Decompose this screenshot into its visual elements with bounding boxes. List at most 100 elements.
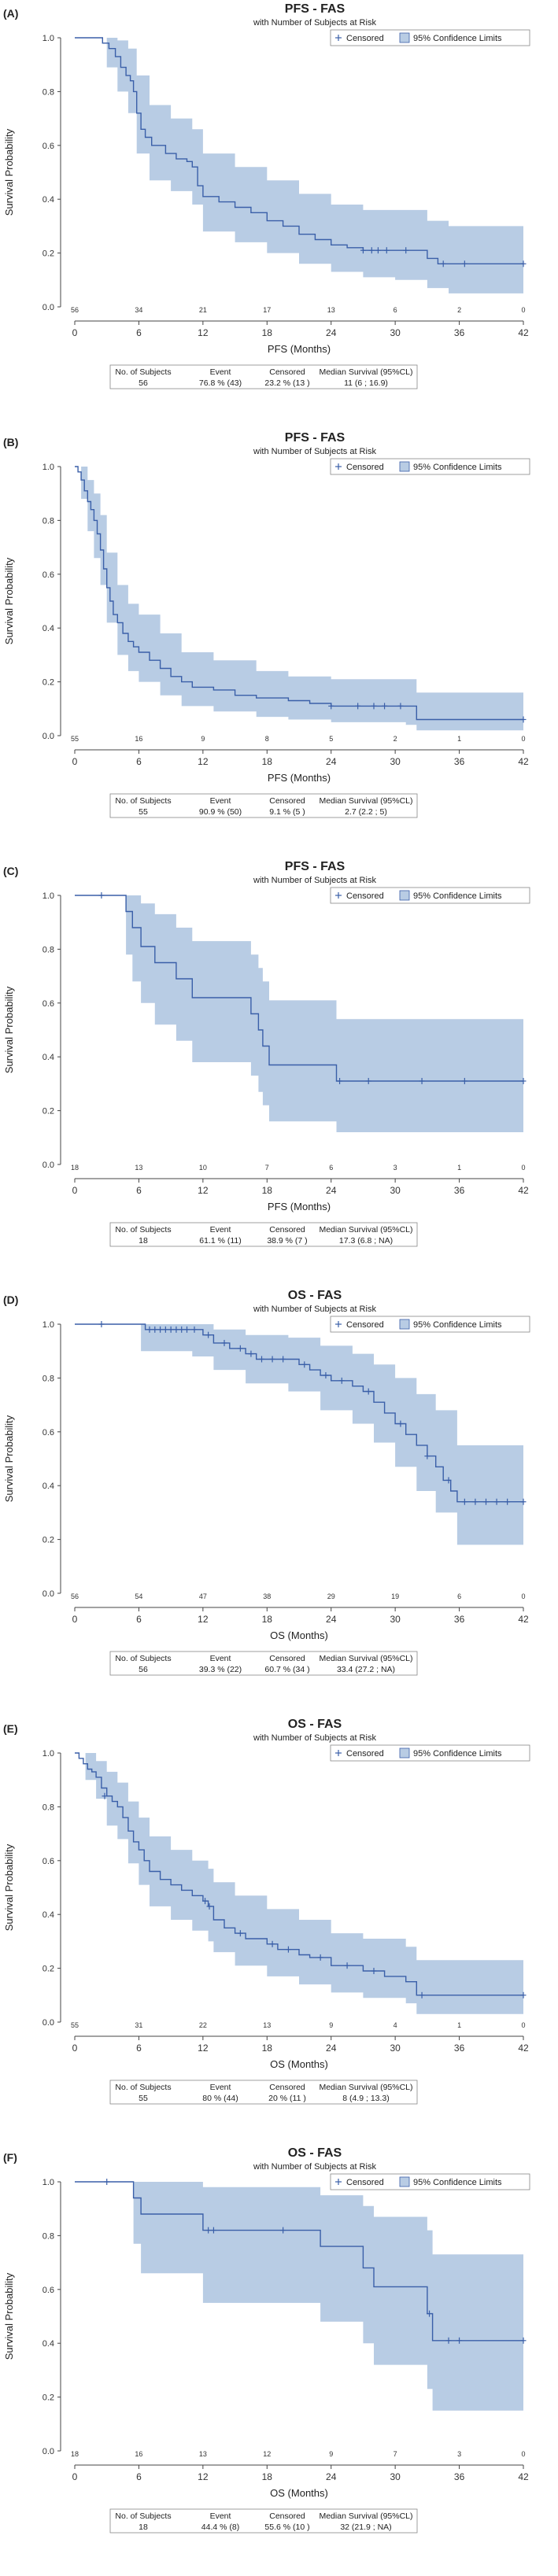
y-tick-label: 0.2 (42, 1536, 54, 1545)
x-axis-label: OS (Months) (270, 1629, 328, 1641)
y-axis-label: Survival Probability (3, 2272, 15, 2360)
censored-mark (248, 1350, 254, 1357)
summary-header: No. of Subjects (115, 796, 171, 806)
x-tick-label: 24 (326, 2471, 337, 2482)
y-tick-label: 0.8 (42, 87, 54, 97)
y-tick-label: 0.0 (42, 303, 54, 312)
summary-header: Censored (269, 796, 305, 806)
censored-mark (337, 1077, 343, 1084)
y-tick-label: 0.4 (42, 2339, 54, 2349)
summary-value: 18 (139, 1236, 148, 1246)
censored-mark (520, 2337, 527, 2344)
x-tick-label: 24 (326, 2043, 337, 2054)
censored-mark (403, 247, 409, 254)
censored-mark (520, 1077, 527, 1084)
chart-panel: (A) PFS - FAS with Number of Subjects at R… (3, 2, 530, 389)
x-tick-label: 6 (136, 2043, 142, 2054)
summary-value: 56 (139, 378, 148, 388)
censored-mark (328, 703, 334, 710)
censored-mark (259, 1356, 264, 1363)
summary-header: Event (210, 2511, 231, 2521)
at-risk-count: 10 (199, 1164, 207, 1172)
censored-mark (461, 260, 467, 268)
censored-mark (483, 1498, 489, 1505)
y-tick-label: 1.0 (42, 34, 54, 43)
legend-censored-label: Censored (346, 2178, 384, 2187)
at-risk-count: 13 (263, 2021, 271, 2029)
x-tick-label: 18 (262, 2471, 273, 2482)
at-risk-count: 22 (199, 2021, 207, 2029)
censored-mark (206, 1902, 212, 1910)
y-tick-label: 0.4 (42, 1482, 54, 1491)
at-risk-count: 12 (263, 2450, 271, 2458)
summary-value: 33.4 (27.2 ; NA) (337, 1665, 395, 1674)
summary-value: 76.8 % (43) (199, 378, 242, 388)
chart-title: OS - FAS (288, 2146, 342, 2160)
censored-mark (360, 247, 366, 254)
chart-subtitle: with Number of Subjects at Risk (253, 447, 376, 456)
at-risk-count: 1 (457, 735, 461, 743)
survival-curve (75, 895, 523, 1082)
censored-mark (520, 1498, 527, 1505)
censored-mark (472, 1498, 479, 1505)
x-tick-label: 30 (390, 756, 401, 767)
y-tick-label: 1.0 (42, 2178, 54, 2187)
at-risk-count: 0 (521, 1164, 525, 1172)
summary-value: 55 (139, 807, 148, 817)
at-risk-count: 9 (329, 2450, 333, 2458)
y-tick-label: 0.4 (42, 195, 54, 205)
at-risk-count: 18 (71, 2450, 79, 2458)
y-tick-label: 1.0 (42, 463, 54, 472)
confidence-band (75, 1324, 523, 1545)
panel-label: (C) (3, 865, 18, 877)
at-risk-count: 6 (457, 1592, 461, 1600)
censored-mark (237, 1345, 243, 1352)
at-risk-count: 7 (265, 1164, 269, 1172)
x-tick-label: 0 (72, 756, 78, 767)
censored-mark (419, 1077, 425, 1084)
censored-mark (184, 1326, 190, 1333)
censored-mark (375, 247, 381, 254)
censored-mark (419, 1991, 425, 1998)
censored-mark (323, 1371, 329, 1378)
at-risk-count: 2 (457, 306, 461, 314)
legend-ci-swatch (399, 890, 410, 901)
at-risk-count: 21 (199, 306, 207, 314)
y-tick-label: 0.6 (42, 142, 54, 151)
summary-header: No. of Subjects (115, 367, 171, 377)
legend-ci-swatch (399, 1747, 410, 1759)
censored-mark (397, 703, 404, 710)
censored-mark (397, 1420, 404, 1427)
censored-mark (445, 2337, 452, 2344)
summary-header: Censored (269, 1654, 305, 1663)
x-tick-label: 36 (454, 2471, 465, 2482)
y-tick-label: 0.8 (42, 1374, 54, 1383)
at-risk-count: 31 (135, 2021, 142, 2029)
chart-panel: (C) PFS - FAS with Number of Subjects at R… (3, 860, 530, 1247)
summary-header: Median Survival (95%CL) (319, 367, 412, 377)
x-tick-label: 18 (262, 756, 273, 767)
y-tick-label: 0.6 (42, 2286, 54, 2295)
censored-mark (157, 1326, 164, 1333)
x-tick-label: 24 (326, 756, 337, 767)
at-risk-count: 34 (135, 306, 142, 314)
x-tick-label: 36 (454, 1614, 465, 1625)
summary-header: No. of Subjects (115, 1654, 171, 1663)
legend-ci-label: 95% Confidence Limits (413, 1320, 502, 1330)
x-tick-label: 0 (72, 2043, 78, 2054)
legend-ci-label: 95% Confidence Limits (413, 891, 502, 901)
legend-ci-swatch (399, 32, 410, 43)
legend: Censored 95% Confidence Limits (330, 1744, 530, 1762)
survival-curve (75, 2181, 523, 2342)
summary-value: 80 % (44) (202, 2094, 238, 2103)
y-tick-label: 0.4 (42, 624, 54, 633)
summary-value: 44.4 % (8) (201, 2522, 239, 2532)
summary-value: 38.9 % (7 ) (267, 1236, 307, 1246)
legend-censored-label: Censored (346, 1320, 384, 1330)
legend-ci-label: 95% Confidence Limits (413, 463, 502, 472)
at-risk-count: 16 (135, 2450, 142, 2458)
summary-value: 60.7 % (34 ) (264, 1665, 309, 1674)
summary-header: Median Survival (95%CL) (319, 2511, 412, 2521)
censored-mark (102, 1792, 108, 1799)
x-tick-label: 42 (518, 2043, 529, 2054)
